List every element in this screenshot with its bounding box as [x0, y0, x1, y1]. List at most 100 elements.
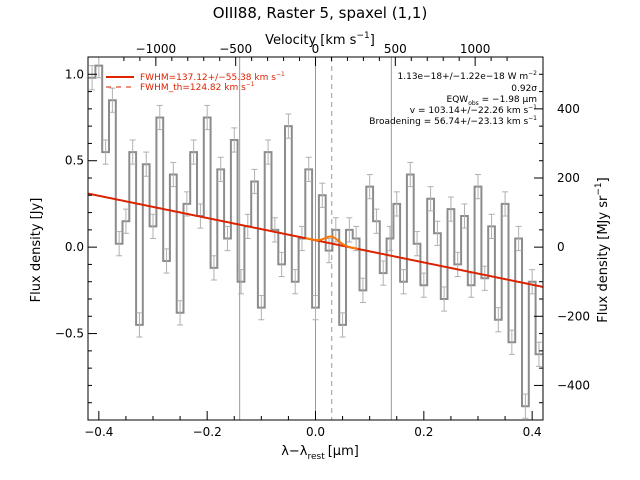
error-bar-10 [156, 104, 163, 131]
error-bar-24 [251, 168, 258, 195]
error-bar-5 [122, 208, 129, 234]
y-tick-label-3: 1.0 [65, 67, 84, 81]
legend-fwhm-th-text: FWHM_th=124.82 km s [140, 83, 246, 93]
error-bar-29 [285, 113, 292, 139]
error-bar-30 [292, 269, 299, 295]
error-bar-18 [210, 255, 217, 281]
y2-tick-label-2: 0 [557, 240, 565, 254]
annotation-broadening-exp: −1 [528, 115, 537, 122]
error-bar-64 [522, 393, 529, 419]
x-axis-label-unit: [μm] [328, 444, 359, 459]
top-axis-label-text: Velocity [km s [265, 33, 357, 48]
error-bar-28 [278, 251, 285, 278]
error-bar-21 [231, 127, 238, 153]
svg-text:EQWobs = −1.98 μm: EQWobs = −1.98 μm [447, 95, 537, 107]
x-axis-label: λ−λrest [μm] [281, 444, 359, 462]
error-bar-8 [143, 151, 150, 177]
y2-tick-label-4: 400 [557, 102, 580, 116]
error-bar-40 [359, 277, 366, 303]
error-bar-14 [183, 191, 190, 217]
error-bar-61 [502, 191, 509, 217]
annotation-eqw-text: EQW [447, 95, 469, 105]
y2-axis-label-close: ] [596, 177, 611, 182]
error-bar-15 [190, 139, 197, 165]
svg-text:FWHM=137.12+/−55.38 km s−1: FWHM=137.12+/−55.38 km s−1 [140, 71, 285, 83]
error-bar-42 [373, 208, 380, 234]
annotation-broadening-text: Broadening = 56.74+/−23.13 km s [369, 117, 528, 127]
svg-text:Velocity [km s−1]: Velocity [km s−1] [265, 31, 375, 48]
annotation-flux-text: 1.13e−18+/−1.22e−18 W m [398, 72, 529, 82]
x-tick-label-4: 0.4 [523, 425, 542, 439]
y2-axis-label-exp: −1 [594, 182, 604, 195]
error-bar-52 [441, 286, 448, 312]
error-bar-62 [508, 329, 515, 355]
legend-fwhm-exp: −1 [276, 71, 285, 78]
error-bar-12 [170, 161, 177, 188]
annotation-flux-exp: −2 [528, 70, 537, 77]
error-bar-1 [95, 57, 102, 79]
svg-text:λ−λrest[μm]: λ−λrest [μm] [281, 444, 359, 462]
error-bar-20 [224, 225, 231, 252]
error-bar-3 [109, 87, 116, 113]
error-bar-54 [454, 251, 461, 278]
svg-text:FWHM_th=124.82 km s−1: FWHM_th=124.82 km s−1 [140, 81, 255, 93]
top-tick-label-3: 500 [384, 42, 407, 56]
error-bar-59 [488, 213, 495, 239]
error-bar-31 [298, 225, 305, 252]
legend-fwhm-th-exp: −1 [246, 81, 255, 88]
error-bar-38 [346, 217, 353, 243]
legend-fwhm-text: FWHM=137.12+/−55.38 km s [140, 73, 276, 83]
error-bar-43 [380, 260, 387, 286]
top-axis-label-exp: −1 [356, 31, 369, 41]
y-axis-label: Flux density [Jy] [29, 198, 44, 303]
y2-axis-label: Flux density [MJy sr−1] [594, 177, 611, 322]
error-bar-63 [515, 225, 522, 252]
annotation-velocity-text: v = 103.14+/−22.26 km s [410, 106, 529, 116]
annotation-velocity-exp: −1 [528, 104, 537, 111]
error-bar-33 [312, 295, 319, 321]
error-bar-48 [414, 231, 421, 257]
error-bar-4 [116, 231, 123, 257]
x-tick-label-0: −0.4 [84, 425, 113, 439]
x-tick-label-2: 0.0 [306, 425, 325, 439]
error-bar-46 [400, 269, 407, 295]
error-bar-27 [271, 217, 278, 243]
top-axis-label: Velocity [km s−1] [265, 31, 375, 48]
x-tick-label-1: −0.2 [193, 425, 222, 439]
svg-text:Flux density [MJy sr−1]: Flux density [MJy sr−1] [594, 177, 611, 322]
error-bar-55 [461, 203, 468, 229]
top-axis-label-close: ] [370, 33, 375, 48]
legend: FWHM=137.12+/−55.38 km s−1 FWHM_th=124.8… [106, 71, 285, 93]
y-tick-label-2: 0.5 [65, 154, 84, 168]
y-tick-label-1: 0.0 [65, 240, 84, 254]
error-bar-45 [393, 191, 400, 217]
plot-area [88, 57, 543, 420]
svg-text:v = 103.14+/−22.26 km s−1: v = 103.14+/−22.26 km s−1 [410, 104, 537, 116]
error-bar-49 [420, 272, 427, 298]
error-bar-9 [150, 213, 156, 239]
error-bar-66 [535, 341, 542, 367]
error-bar-7 [136, 312, 143, 338]
error-bar-2 [102, 139, 109, 165]
error-bar-47 [407, 161, 414, 188]
error-bar-22 [238, 269, 245, 295]
error-bar-58 [481, 265, 488, 291]
error-bar-25 [258, 295, 265, 321]
x-tick-label-3: 0.2 [414, 425, 433, 439]
y-tick-label-0: −0.5 [55, 327, 84, 341]
annotation-eqw-sub: obs [468, 100, 479, 107]
chart-title: OIII88, Raster 5, spaxel (1,1) [213, 4, 428, 22]
svg-text:Broadening = 56.74+/−23.13 km: Broadening = 56.74+/−23.13 km s−1 [369, 115, 537, 127]
error-bar-13 [177, 300, 184, 326]
plot-layer: −0.4 −0.2 0.0 0.2 0.4 −1000 −500 0 500 1000 −0.5 0.… [55, 42, 590, 439]
error-bar-41 [366, 174, 373, 200]
gaussian-fit-line [305, 235, 358, 250]
error-bar-0 [89, 65, 96, 91]
error-bar-57 [475, 174, 481, 200]
error-bar-19 [217, 156, 224, 182]
error-bar-32 [305, 156, 312, 182]
top-tick-label-4: 1000 [460, 42, 491, 56]
error-bar-44 [386, 225, 393, 252]
y2-tick-label-1: −200 [557, 309, 590, 323]
y2-axis-label-text: Flux density [MJy sr [596, 195, 611, 323]
